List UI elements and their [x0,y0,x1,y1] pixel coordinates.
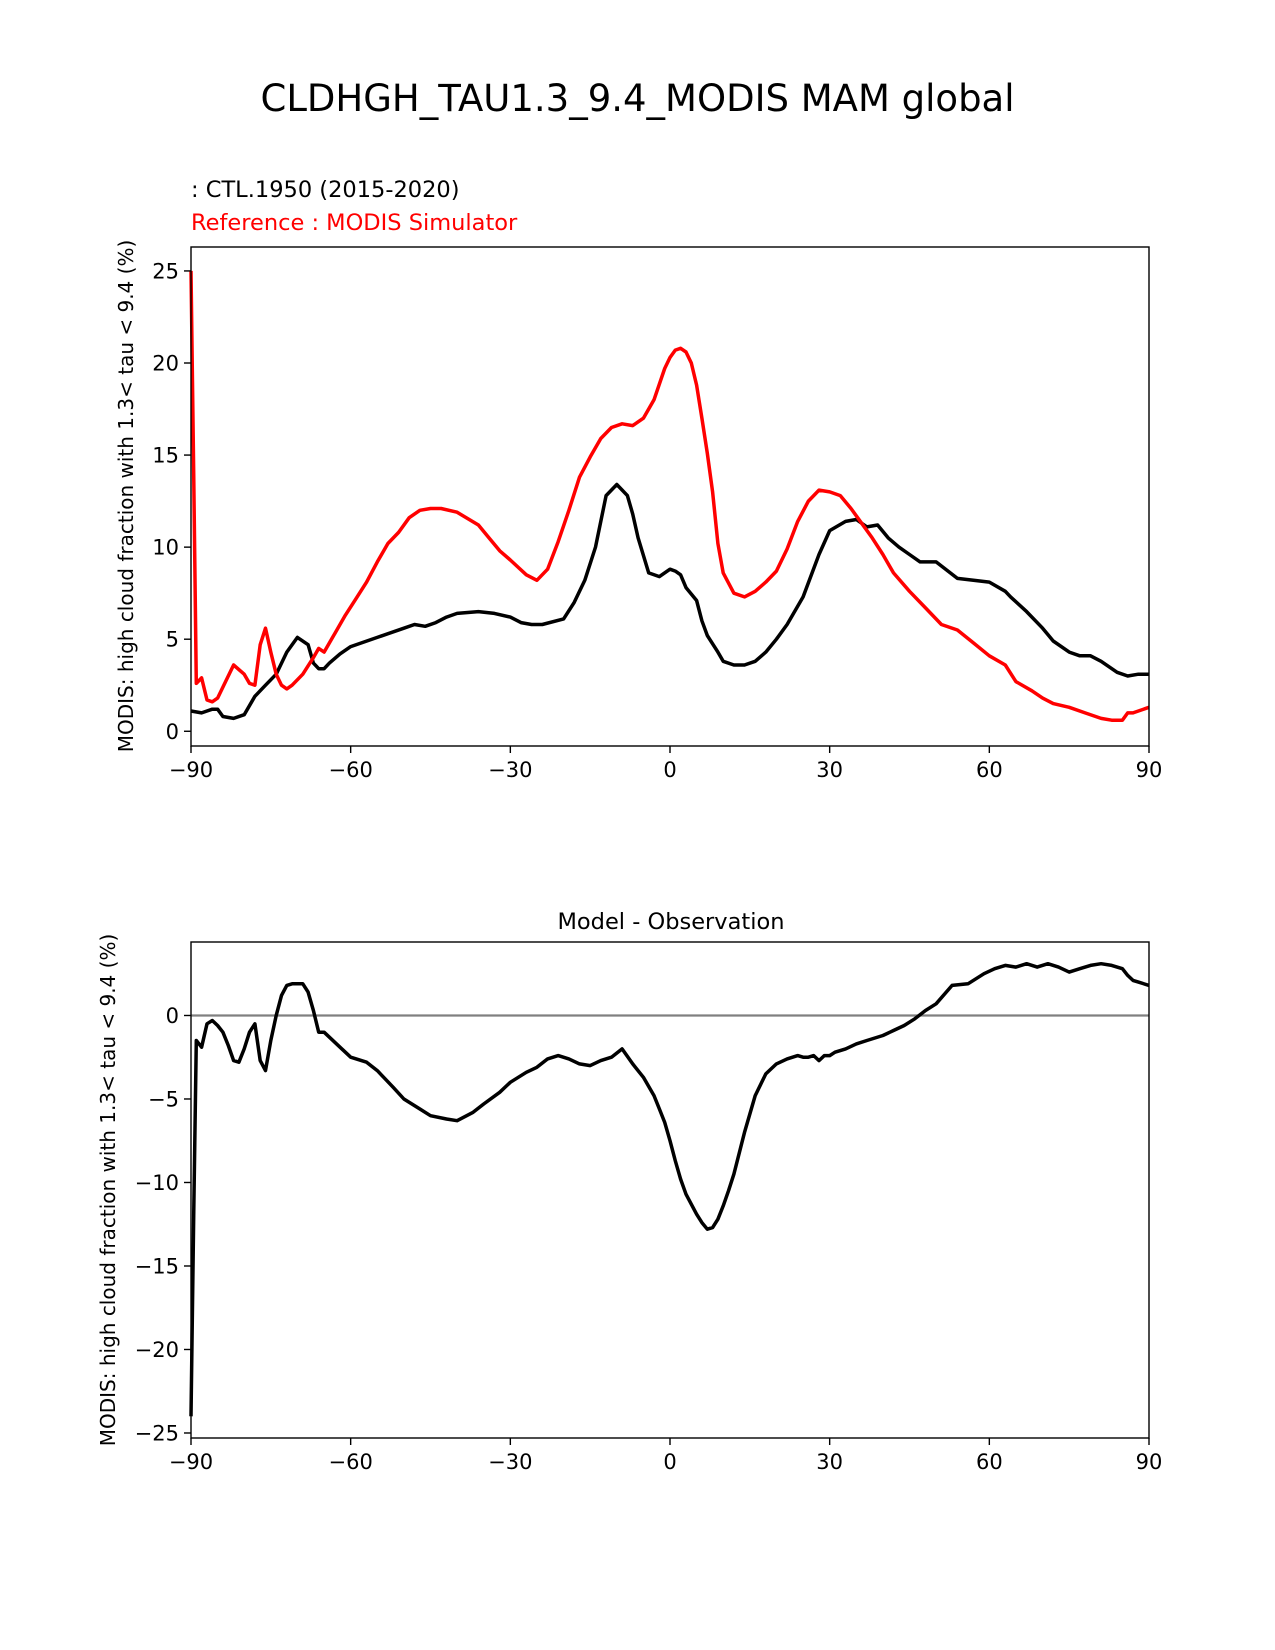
model-series-line [190,482,1149,721]
x-tick-label: −60 [329,1450,373,1474]
x-tick-label: 0 [663,1450,676,1474]
y-tick-label: 20 [152,352,179,376]
x-tick-label: −90 [169,758,213,782]
y-tick-label: 10 [152,536,179,560]
y-tick-label: −15 [135,1254,179,1278]
x-tick-label: −30 [488,1450,532,1474]
x-tick-label: 0 [663,758,676,782]
y-tick-label: −10 [135,1171,179,1195]
y-tick-label: 0 [166,720,179,744]
panel-bottom: Model - Observation −90 −60 −30 0 30 60 90 0 −5 −… [96,909,1162,1474]
y-tick-label: −20 [135,1338,179,1362]
y-tick-label: 0 [166,1004,179,1028]
y-tick-label: 15 [152,444,179,468]
top-panel-reference-title: Reference : MODIS Simulator [191,210,518,236]
x-tick-label: −60 [329,758,373,782]
x-tick-label: −90 [169,1450,213,1474]
x-tick-label: 30 [816,758,843,782]
figure-suptitle: CLDHGH_TAU1.3_9.4_MODIS MAM global [260,77,1014,120]
x-tick-label: −30 [488,758,532,782]
x-tick-label: 30 [816,1450,843,1474]
panel-top: : CTL.1950 (2015-2020) Reference : MODIS… [114,177,1162,782]
x-tick-label: 60 [976,758,1003,782]
y-tick-label: −5 [148,1087,179,1111]
y-axis-label: MODIS: high cloud fraction with 1.3< tau… [114,240,138,752]
y-axis-label: MODIS: high cloud fraction with 1.3< tau… [96,934,120,1446]
x-tick-label: 90 [1136,1450,1163,1474]
reference-series-line [189,270,1150,722]
y-tick-label: −25 [135,1421,179,1445]
y-tick-label: 5 [166,628,179,652]
x-tick-label: 90 [1136,758,1163,782]
x-tick-label: 60 [976,1450,1003,1474]
difference-series-line [189,961,1150,1417]
y-tick-label: 25 [152,259,179,283]
bottom-panel-title: Model - Observation [558,909,785,935]
top-panel-model-title: : CTL.1950 (2015-2020) [191,177,459,203]
